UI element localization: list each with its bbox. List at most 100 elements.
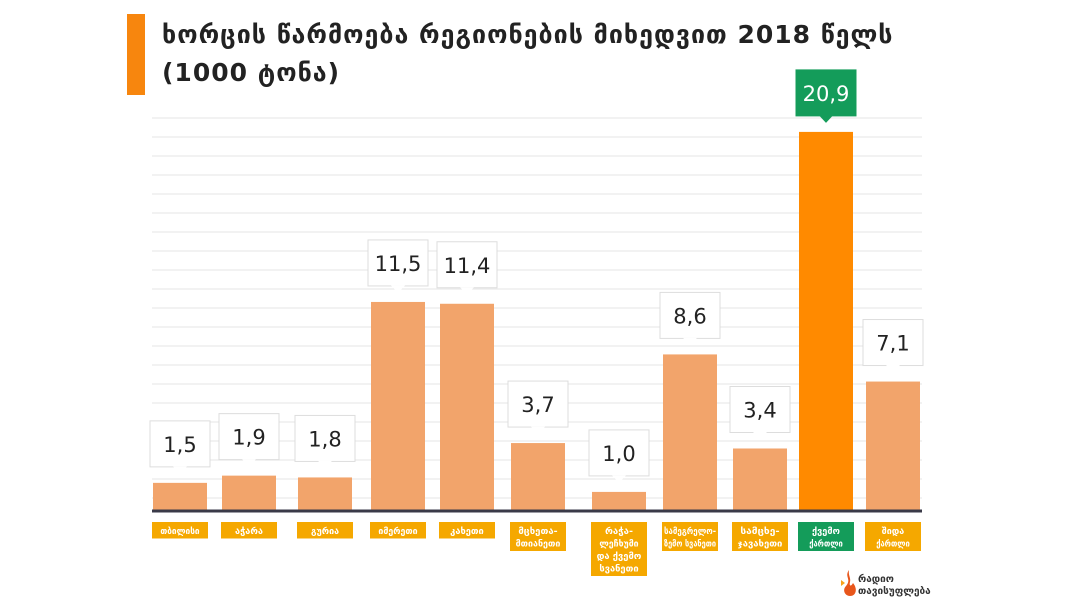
title-line-2: (1000 ტონა) (162, 58, 341, 87)
value-callout: 8,6 (659, 291, 721, 346)
value-callout-box (588, 429, 650, 477)
value-callout: 1,8 (294, 414, 356, 469)
value-callout: 11,4 (436, 241, 498, 295)
value-callout-pointer (531, 426, 545, 435)
category-label: იმერეთი (370, 522, 426, 539)
value-callout-pointer (242, 459, 256, 467)
value-label: 3,4 (743, 398, 776, 422)
value-label: 1,9 (232, 426, 265, 450)
value-callout-pointer (886, 365, 900, 373)
bar (866, 381, 920, 510)
chart-title: ხორცის წარმოება რეგიონების მიხედვით 2018… (162, 16, 922, 92)
logo-line-2: თავისუფლება (858, 586, 931, 597)
category-label-text: და ქვემო (597, 552, 642, 562)
category-label: შიდა ქართლი (865, 522, 921, 551)
bar (222, 475, 276, 510)
category-label-text: თბილისი (160, 527, 199, 537)
category-label-box (662, 522, 718, 551)
category-label-text: სამეგრელო- (664, 526, 716, 537)
value-callout-box (149, 420, 211, 468)
category-label-box (439, 522, 495, 539)
value-callout-pointer (612, 475, 626, 483)
category-label: სამცხე-ჯავახეთი (732, 522, 788, 551)
value-callout-box (862, 319, 924, 367)
value-callout: 3,4 (729, 385, 791, 440)
category-label: კახეთი (439, 522, 495, 539)
category-label: თბილისი (152, 522, 208, 539)
value-callout: 11,5 (367, 239, 429, 293)
category-label-box (591, 522, 647, 576)
value-label: 8,6 (673, 304, 706, 328)
category-label-box (152, 522, 208, 539)
flame-icon (841, 570, 856, 596)
category-label-text: აჭარა (235, 526, 263, 537)
logo-line-1: რადიო (858, 574, 894, 585)
category-label-text: ქართლი (809, 539, 843, 550)
bar (733, 448, 787, 510)
category-label-text: მთიანეთი (516, 540, 561, 550)
radio-liberty-logo: რადიო თავისუფლება (838, 568, 948, 604)
category-label-text: რაჭა- (605, 526, 634, 537)
value-label: 11,4 (444, 254, 491, 278)
category-label: სამეგრელო-ზემო სვანეთი (662, 522, 718, 551)
bar (592, 491, 646, 510)
value-callout: 3,7 (507, 380, 569, 435)
value-callout: 20,9 (795, 69, 857, 123)
category-label-text: ზემო სვანეთი (664, 540, 716, 550)
category-label-text: მცხეთა- (518, 527, 558, 537)
category-label: რაჭა-ლეჩხუმი და ქვემო სვანეთი (591, 522, 647, 576)
value-callout-box (659, 291, 721, 339)
value-label: 3,7 (521, 393, 554, 417)
category-label-text: სამცხე- (740, 527, 780, 537)
bar (511, 443, 565, 510)
value-callout-pointer (391, 285, 405, 293)
value-callout-pointer (819, 115, 833, 123)
value-label: 1,0 (602, 442, 635, 466)
category-label-text: გურია (311, 526, 339, 537)
bar (153, 482, 207, 510)
bar (371, 301, 425, 510)
category-label-text: შიდა (882, 527, 905, 537)
category-label-box (370, 522, 426, 539)
category-label-box (732, 522, 788, 551)
value-callout-pointer (460, 287, 474, 295)
category-label-text: ქვემო (812, 527, 840, 537)
value-callout-box (436, 241, 498, 289)
bar (663, 354, 717, 510)
value-callout-pointer (318, 460, 332, 469)
value-label: 1,8 (308, 427, 341, 451)
bar (298, 477, 352, 510)
category-label-text: ჯავახეთი (738, 540, 783, 550)
title-accent-bar (127, 14, 145, 95)
value-callout-box (729, 385, 791, 433)
value-callout-pointer (173, 466, 187, 474)
value-callout-pointer (683, 337, 697, 346)
category-label-box (221, 522, 277, 539)
title-line-1: ხორცის წარმოება რეგიონების მიხედვით 2018… (162, 20, 894, 49)
value-callout: 7,1 (862, 319, 924, 373)
category-label-text: ქართლი (876, 539, 910, 550)
value-callout-box (795, 69, 857, 117)
value-callout-pointer (753, 431, 767, 440)
category-label: გურია (297, 522, 353, 539)
value-callout: 1,5 (149, 420, 211, 474)
category-label-box (297, 522, 353, 539)
value-callout: 1,9 (218, 413, 280, 467)
category-label-text: სვანეთი (599, 565, 638, 575)
value-label: 11,5 (375, 252, 422, 276)
value-label: 1,5 (163, 433, 196, 457)
category-label: მცხეთა-მთიანეთი (510, 522, 566, 551)
category-label-box (798, 522, 854, 551)
bar (440, 303, 494, 510)
value-callout: 1,0 (588, 429, 650, 483)
value-label: 20,9 (803, 82, 850, 106)
value-callout-box (507, 380, 569, 428)
value-label: 7,1 (876, 332, 909, 356)
category-label-text: ლეჩხუმი (599, 540, 638, 550)
category-label-text: იმერეთი (378, 526, 417, 537)
value-callout-box (367, 239, 429, 287)
category-label-box (865, 522, 921, 551)
category-label: აჭარა (221, 522, 277, 539)
bar (799, 131, 853, 510)
